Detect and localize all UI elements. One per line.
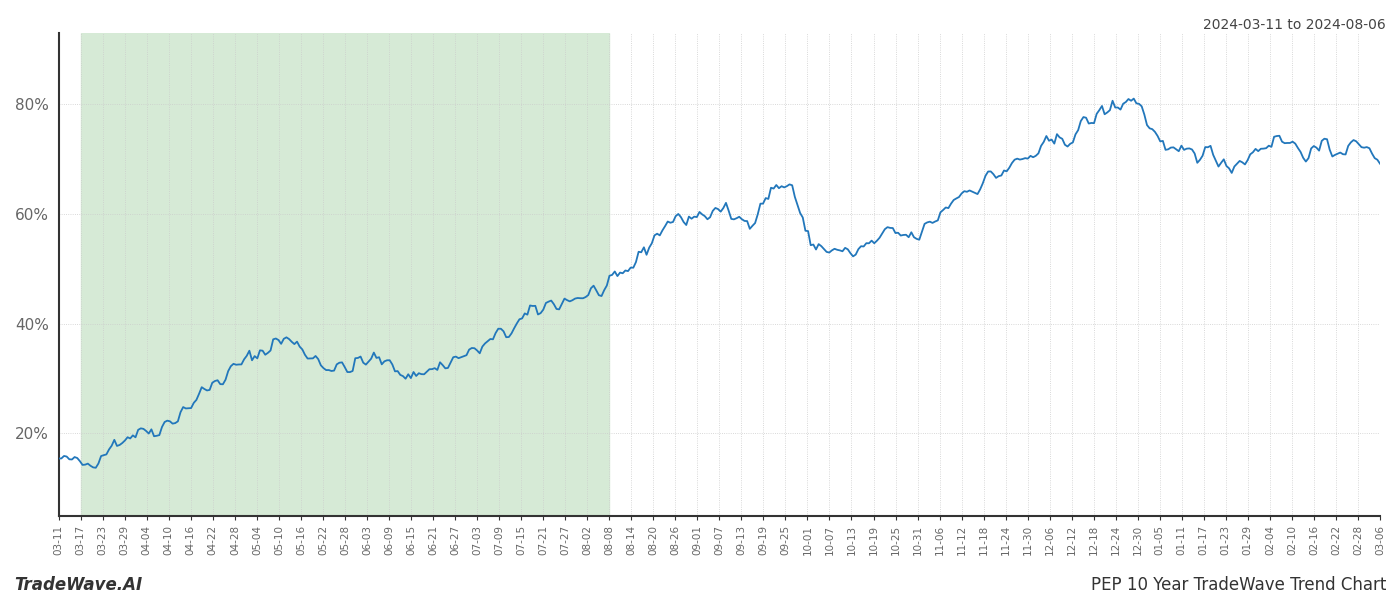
Bar	[81, 33, 609, 516]
Text: PEP 10 Year TradeWave Trend Chart: PEP 10 Year TradeWave Trend Chart	[1091, 576, 1386, 594]
Text: TradeWave.AI: TradeWave.AI	[14, 576, 143, 594]
Text: 2024-03-11 to 2024-08-06: 2024-03-11 to 2024-08-06	[1203, 18, 1386, 32]
